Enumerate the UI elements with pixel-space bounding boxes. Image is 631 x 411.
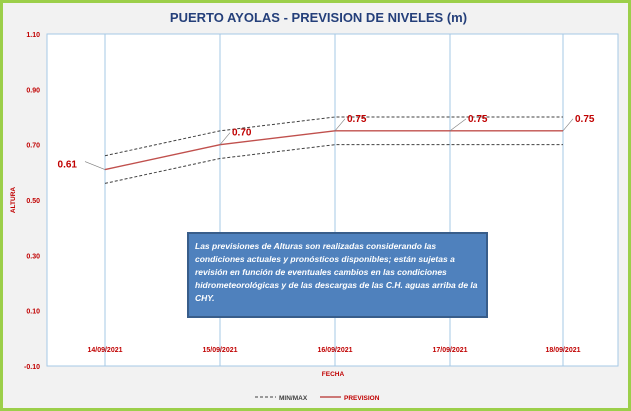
y-tick-label: 1.10 [26, 32, 40, 39]
data-label-leader [84, 161, 106, 170]
y-axis-title: ALTURA [10, 187, 17, 214]
chart-title: PUERTO AYOLAS - PREVISION DE NIVELES (m) [169, 10, 468, 25]
data-label: 0.61 [58, 160, 78, 171]
data-label-leader [334, 118, 346, 132]
x-tick-label: 16/09/2021 [317, 347, 352, 354]
x-axis-title: FECHA [322, 371, 345, 378]
y-tick-label: -0.10 [24, 364, 40, 371]
data-label-leader [449, 118, 467, 132]
series-line-min-max-max [104, 116, 563, 157]
data-label: 0.70 [232, 128, 252, 139]
data-label-leader [219, 132, 231, 145]
x-tick-label: 17/09/2021 [432, 347, 467, 354]
data-label: 0.75 [575, 114, 595, 125]
x-tick-label: 15/09/2021 [202, 347, 237, 354]
data-label: 0.75 [347, 114, 367, 125]
series-line-min-max-min [104, 144, 563, 184]
data-label: 0.75 [468, 114, 488, 125]
y-tick-label: 0.50 [26, 198, 40, 205]
note-text: Las previsiones de Alturas son realizada… [195, 241, 478, 303]
x-tick-label: 14/09/2021 [87, 347, 122, 354]
x-tick-label: 18/09/2021 [545, 347, 580, 354]
y-tick-label: 0.10 [26, 309, 40, 316]
y-tick-label: 0.70 [26, 143, 40, 150]
legend-minmax-label: MIN/MAX [279, 395, 308, 402]
y-tick-label: 0.90 [26, 87, 40, 94]
data-label-leader [562, 118, 574, 132]
y-tick-label: 0.30 [26, 253, 40, 260]
forecast-disclaimer-note: Las previsiones de Alturas son realizada… [187, 232, 488, 318]
legend-forecast-label: PREVISION [344, 395, 380, 402]
